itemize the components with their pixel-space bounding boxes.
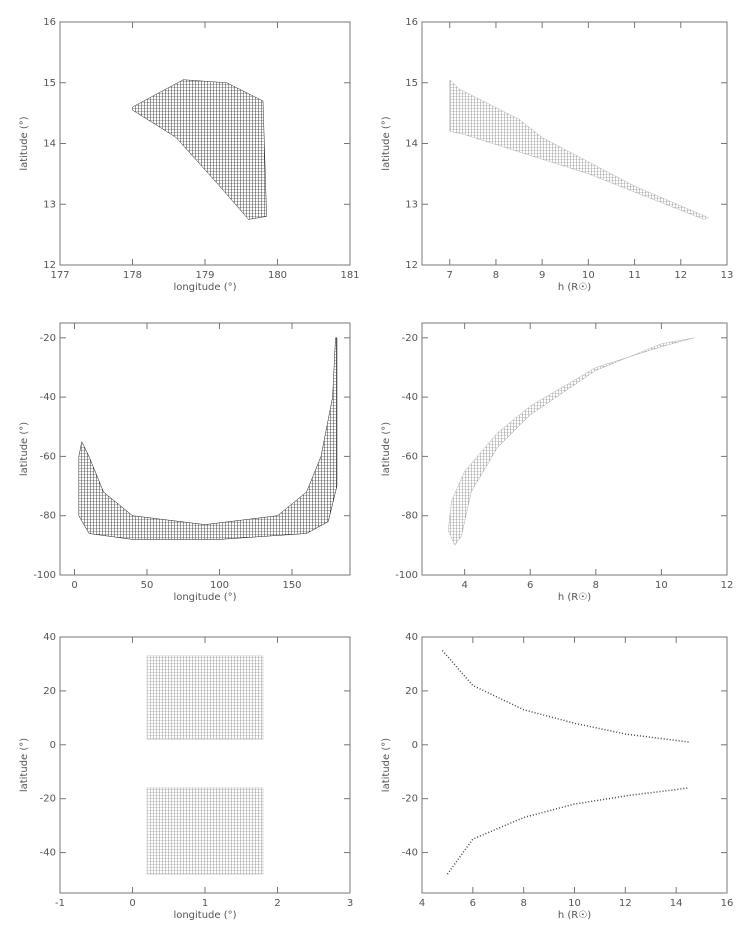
x-tick-label: 178 bbox=[123, 270, 142, 281]
x-axis-label: longitude (°) bbox=[173, 592, 236, 603]
x-axis-label: h (R☉) bbox=[558, 592, 591, 603]
point-cloud bbox=[78, 337, 338, 540]
x-tick-label: 12 bbox=[721, 580, 734, 591]
y-tick-label: -80 bbox=[402, 511, 418, 522]
y-tick-label: -40 bbox=[402, 848, 418, 859]
y-tick-label: -20 bbox=[402, 333, 418, 344]
x-tick-label: 100 bbox=[210, 580, 229, 591]
y-tick-label: 13 bbox=[43, 199, 56, 210]
y-tick-label: 0 bbox=[412, 740, 418, 751]
y-tick-label: 12 bbox=[43, 260, 56, 271]
y-tick-label: 14 bbox=[43, 139, 56, 150]
y-tick-label: 16 bbox=[405, 17, 418, 28]
x-tick-label: 10 bbox=[655, 580, 668, 591]
plot-frame bbox=[421, 636, 728, 894]
x-tick-label: 10 bbox=[582, 270, 595, 281]
point-cloud bbox=[146, 787, 264, 875]
y-tick-label: 20 bbox=[405, 686, 418, 697]
point-cloud bbox=[447, 337, 695, 546]
x-tick-label: 7 bbox=[447, 270, 453, 281]
x-tick-label: 2 bbox=[274, 898, 280, 909]
y-tick-label: -40 bbox=[40, 392, 56, 403]
x-tick-label: 12 bbox=[619, 898, 632, 909]
x-tick-label: 0 bbox=[71, 580, 77, 591]
y-tick-label: 12 bbox=[405, 260, 418, 271]
y-tick-label: -20 bbox=[40, 794, 56, 805]
y-tick-label: -40 bbox=[40, 848, 56, 859]
y-tick-label: 0 bbox=[50, 740, 56, 751]
point-cloud bbox=[449, 79, 710, 220]
panel: 4 6 8 10 12 -100 -80 -60 -40 -20 h (R☉) latitude (°… bbox=[381, 322, 734, 603]
x-tick-label: 8 bbox=[593, 580, 599, 591]
y-axis-label: latitude (°) bbox=[381, 116, 392, 170]
plot-frame bbox=[421, 21, 728, 266]
y-tick-label: -80 bbox=[40, 511, 56, 522]
y-axis-label: latitude (°) bbox=[19, 422, 30, 476]
y-tick-label: -20 bbox=[402, 794, 418, 805]
x-tick-label: 4 bbox=[461, 580, 467, 591]
x-tick-label: 0 bbox=[129, 898, 135, 909]
x-tick-label: 8 bbox=[520, 898, 526, 909]
x-axis-label: longitude (°) bbox=[173, 910, 236, 921]
panel: 7 8 9 10 11 12 13 12 13 14 15 16 h (R☉) latitude (°) bbox=[381, 17, 733, 293]
panel: -1 0 1 2 3 -40 -20 0 20 40 longitude (°) latitude (… bbox=[19, 632, 353, 921]
y-tick-label: -60 bbox=[402, 451, 418, 462]
x-tick-label: 14 bbox=[670, 898, 683, 909]
x-tick-label: 13 bbox=[721, 270, 734, 281]
x-tick-label: 180 bbox=[268, 270, 287, 281]
y-tick-label: 15 bbox=[405, 78, 418, 89]
point-trail bbox=[446, 787, 689, 875]
x-tick-label: 16 bbox=[721, 898, 734, 909]
x-tick-label: 177 bbox=[50, 270, 69, 281]
x-tick-label: 50 bbox=[141, 580, 154, 591]
x-tick-label: 11 bbox=[628, 270, 641, 281]
x-tick-label: 12 bbox=[674, 270, 687, 281]
x-axis-label: h (R☉) bbox=[558, 910, 591, 921]
y-tick-label: 20 bbox=[43, 686, 56, 697]
panel: 4 6 8 10 12 14 16 -40 -20 0 20 40 h (R☉) latitude (°) bbox=[381, 632, 733, 921]
x-tick-label: 179 bbox=[195, 270, 214, 281]
plot-frame bbox=[421, 322, 728, 576]
x-tick-label: 6 bbox=[470, 898, 476, 909]
y-tick-label: 15 bbox=[43, 78, 56, 89]
x-tick-label: 3 bbox=[347, 898, 353, 909]
y-axis-label: latitude (°) bbox=[381, 422, 392, 476]
x-tick-label: 9 bbox=[539, 270, 545, 281]
plot-frame bbox=[59, 322, 351, 576]
y-tick-label: 40 bbox=[405, 632, 418, 643]
y-tick-label: -60 bbox=[40, 451, 56, 462]
y-tick-label: 14 bbox=[405, 139, 418, 150]
x-tick-label: 10 bbox=[568, 898, 581, 909]
point-trail bbox=[441, 649, 689, 743]
x-axis-label: longitude (°) bbox=[173, 282, 236, 293]
y-tick-label: -100 bbox=[33, 570, 56, 581]
point-cloud bbox=[132, 79, 267, 220]
y-axis-label: latitude (°) bbox=[19, 116, 30, 170]
point-cloud bbox=[146, 655, 264, 740]
y-axis-label: latitude (°) bbox=[381, 738, 392, 792]
x-tick-label: 1 bbox=[202, 898, 208, 909]
y-tick-label: -40 bbox=[402, 392, 418, 403]
y-axis-label: latitude (°) bbox=[19, 738, 30, 792]
panel: 177 178 179 180 181 12 13 14 15 16 longitude (°) la… bbox=[19, 17, 360, 293]
x-tick-label: 181 bbox=[340, 270, 359, 281]
x-tick-label: 4 bbox=[419, 898, 425, 909]
y-tick-label: 40 bbox=[43, 632, 56, 643]
y-tick-label: 13 bbox=[405, 199, 418, 210]
x-axis-label: h (R☉) bbox=[558, 282, 591, 293]
x-tick-label: 6 bbox=[527, 580, 533, 591]
y-tick-label: -100 bbox=[395, 570, 418, 581]
x-tick-label: -1 bbox=[55, 898, 65, 909]
x-tick-label: 150 bbox=[282, 580, 301, 591]
y-tick-label: 16 bbox=[43, 17, 56, 28]
x-tick-label: 8 bbox=[493, 270, 499, 281]
y-tick-label: -20 bbox=[40, 333, 56, 344]
panel: 0 50 100 150 -100 -80 -60 -40 -20 longitude (°) la… bbox=[19, 322, 351, 603]
